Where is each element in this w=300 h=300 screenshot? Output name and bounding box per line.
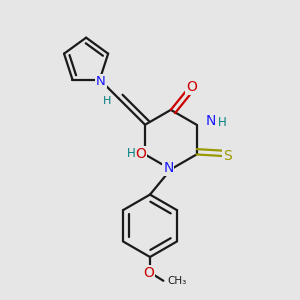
Text: CH₃: CH₃ [167, 276, 187, 286]
Text: O: O [186, 80, 197, 94]
Text: H: H [126, 147, 135, 161]
Text: N: N [206, 114, 216, 128]
Text: H: H [103, 96, 111, 106]
Text: N: N [96, 75, 106, 88]
Text: N: N [163, 161, 174, 176]
Text: O: O [143, 266, 154, 280]
Text: H: H [218, 116, 227, 130]
Text: S: S [223, 149, 232, 163]
Text: O: O [136, 147, 146, 161]
